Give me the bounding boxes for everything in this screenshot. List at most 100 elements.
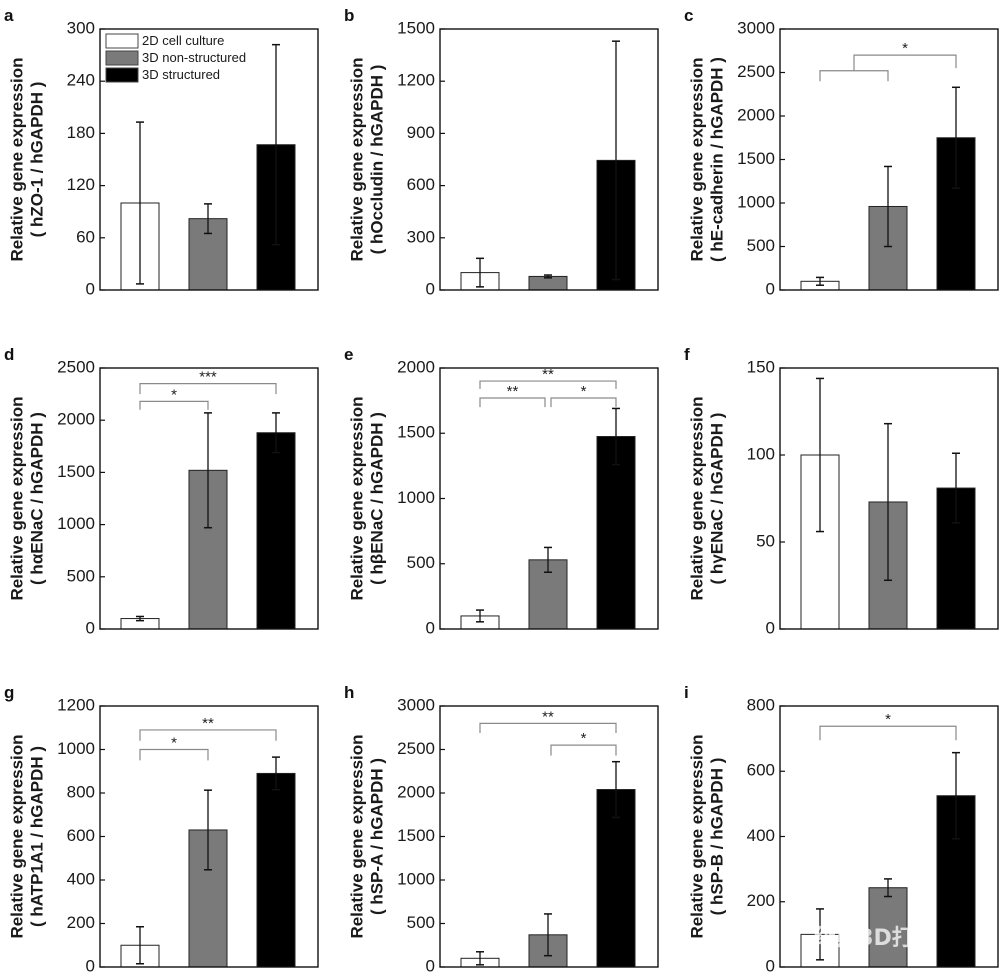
panel-d: d Relative gene expression( hαENaC / hGAP…: [4, 345, 319, 637]
legend-item: 3D non-structured: [105, 50, 246, 66]
y-tick-label: 3000: [397, 695, 435, 714]
legend-label: 3D structured: [142, 67, 220, 82]
significance-label: *: [171, 735, 177, 752]
y-tick-label: 1000: [57, 514, 95, 533]
error-bar: [136, 926, 144, 965]
y-tick-label: 1000: [737, 192, 775, 211]
error-bar: [136, 615, 144, 622]
error-bar: [612, 40, 620, 281]
y-tick-label: 300: [67, 18, 95, 37]
legend: 2D cell culture 3D non-structured 3D struc…: [105, 33, 246, 83]
error-bar: [612, 407, 620, 466]
y-tick-label: 600: [67, 826, 95, 845]
y-tick-label: 800: [747, 695, 775, 714]
y-tick-label: 0: [86, 956, 95, 975]
y-tick-label: 2500: [397, 739, 435, 758]
panel-letter: b: [344, 6, 354, 25]
y-tick-label: 0: [86, 618, 95, 637]
y-tick-label: 100: [747, 444, 775, 463]
legend-item: 2D cell culture: [105, 33, 224, 49]
error-bar: [204, 789, 212, 871]
y-tick-label: 0: [426, 618, 435, 637]
error-bar: [816, 276, 824, 286]
error-bar: [476, 257, 484, 288]
bracket-line: [139, 383, 277, 395]
y-tick-label: 0: [766, 956, 775, 975]
plot-frame: [99, 28, 319, 291]
y-axis-label: Relative gene expression: [347, 396, 366, 600]
plot-frame: [779, 705, 999, 968]
legend-swatch: [105, 67, 139, 83]
significance-label: **: [202, 715, 214, 732]
significance-bracket: *: [819, 711, 957, 741]
bracket-line: [550, 397, 617, 408]
panel-letter: h: [344, 683, 354, 702]
panel-i: i Relative gene expression( hSP-B / hGAPD…: [684, 683, 999, 975]
error-bar: [204, 203, 212, 235]
error-bar: [952, 86, 960, 189]
y-tick-label: 0: [766, 618, 775, 637]
y-axis-label: Relative gene expression: [687, 396, 706, 600]
y-tick-label: 60: [76, 227, 95, 246]
y-tick-label: 300: [407, 227, 435, 246]
significance-bracket: **: [479, 383, 546, 408]
bracket-line: [139, 729, 277, 741]
error-bar: [816, 377, 824, 533]
error-bar: [476, 951, 484, 966]
y-tick-label: 0: [426, 956, 435, 975]
bracket-line: [819, 70, 889, 82]
panel-letter: e: [344, 345, 353, 364]
legend-label: 3D non-structured: [142, 50, 246, 65]
y-tick-label: 1000: [397, 488, 435, 507]
y-tick-label: 1000: [57, 739, 95, 758]
y-axis-label: Relative gene expression: [687, 57, 706, 261]
bracket-line: [479, 380, 617, 389]
bracket-line: [853, 54, 957, 71]
bracket-line: [139, 748, 209, 761]
significance-label: *: [581, 383, 587, 400]
y-tick-label: 200: [67, 913, 95, 932]
y-axis-label-unit: ( hE-cadherin / hGAPDH ): [707, 57, 726, 262]
y-tick-label: 0: [766, 279, 775, 298]
bracket-line: [479, 397, 546, 408]
y-tick-label: 0: [426, 279, 435, 298]
significance-bracket: *: [550, 383, 617, 408]
y-tick-label: 800: [67, 782, 95, 801]
y-tick-label: 1000: [397, 869, 435, 888]
y-axis-label-unit: ( hβENaC / hGAPDH ): [367, 412, 386, 585]
y-axis-label-unit: ( hγENaC / hGAPDH ): [707, 413, 726, 585]
significance-label: *: [885, 711, 891, 728]
plot-frame: [99, 705, 319, 968]
bar-3: [256, 772, 296, 968]
significance-bracket: *: [819, 40, 957, 82]
panel-b: b Relative gene expression( hOccludin / h…: [344, 6, 659, 298]
y-tick-label: 2000: [397, 782, 435, 801]
y-tick-label: 1500: [737, 149, 775, 168]
panel-letter: c: [684, 6, 693, 25]
panel-letter: g: [4, 683, 14, 702]
y-axis-label-unit: ( hOccludin / hGAPDH ): [367, 65, 386, 255]
panel-letter: f: [684, 345, 690, 364]
y-tick-label: 1500: [57, 462, 95, 481]
y-tick-label: 500: [407, 553, 435, 572]
panel-letter: i: [684, 683, 689, 702]
error-bar: [272, 43, 280, 246]
error-bar: [204, 412, 212, 529]
error-bar: [884, 878, 892, 898]
y-tick-label: 1200: [397, 71, 435, 90]
watermark-text: 级熊3D打印: [814, 925, 936, 951]
panel-f: f Relative gene expression( hγENaC / hGAP…: [684, 345, 999, 637]
significance-label: *: [171, 386, 177, 403]
panel-letter: d: [4, 345, 14, 364]
significance-bracket: **: [479, 366, 617, 389]
y-tick-label: 200: [747, 891, 775, 910]
significance-label: **: [507, 383, 519, 400]
y-axis-label-unit: ( hATP1A1 / hGAPDH ): [27, 746, 46, 927]
y-tick-label: 150: [747, 357, 775, 376]
plot-frame: [779, 28, 999, 291]
plot-frame: [439, 705, 659, 968]
legend-swatch: [105, 50, 139, 66]
panel-h: h Relative gene expression( hSP-A / hGAPD…: [344, 683, 659, 975]
y-axis-label-unit: ( hSP-B / hGAPDH ): [707, 758, 726, 916]
y-tick-label: 500: [407, 913, 435, 932]
